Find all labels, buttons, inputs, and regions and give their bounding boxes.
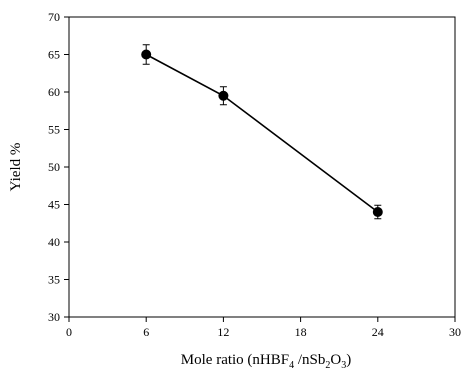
x-axis-title: Mole ratio (nHBF4 /nSb2O3) bbox=[181, 352, 351, 371]
plot-frame bbox=[68, 16, 456, 318]
y-tick-label: 30 bbox=[48, 310, 60, 324]
x-axis-title-subscript: 4 bbox=[289, 360, 294, 371]
x-tick-label: 6 bbox=[143, 325, 149, 339]
x-axis-title-part: ) bbox=[346, 352, 351, 368]
x-tick-label: 24 bbox=[372, 325, 384, 339]
x-axis: 0 6 12 18 24 30 bbox=[66, 317, 461, 339]
y-tick-label: 60 bbox=[48, 85, 60, 99]
data-point bbox=[218, 90, 229, 101]
x-tick-label: 0 bbox=[66, 325, 72, 339]
x-axis-title-part: Mole ratio (nHBF bbox=[181, 352, 289, 368]
y-axis-title: Yield % bbox=[8, 143, 24, 192]
series-line bbox=[141, 44, 383, 220]
x-axis-title-subscript: 3 bbox=[341, 360, 346, 371]
data-point bbox=[141, 49, 152, 60]
x-axis-title-part: O bbox=[330, 352, 341, 368]
y-tick-label: 70 bbox=[48, 10, 60, 24]
x-axis-title-part: /nSb bbox=[294, 352, 325, 368]
y-tick-label: 50 bbox=[48, 160, 60, 174]
y-tick-label: 35 bbox=[48, 273, 60, 287]
series-line-path bbox=[145, 53, 379, 213]
x-tick-label: 30 bbox=[449, 325, 461, 339]
y-tick-label: 55 bbox=[48, 123, 60, 137]
y-axis: 30 35 40 45 50 55 60 65 70 bbox=[48, 10, 69, 324]
y-tick-label: 65 bbox=[48, 48, 60, 62]
plot-border bbox=[68, 16, 456, 318]
y-tick-label: 45 bbox=[48, 198, 60, 212]
x-axis-title-subscript: 2 bbox=[325, 360, 330, 371]
x-tick-label: 18 bbox=[295, 325, 307, 339]
y-tick-label: 40 bbox=[48, 235, 60, 249]
x-tick-label: 12 bbox=[217, 325, 229, 339]
data-point bbox=[372, 207, 383, 217]
